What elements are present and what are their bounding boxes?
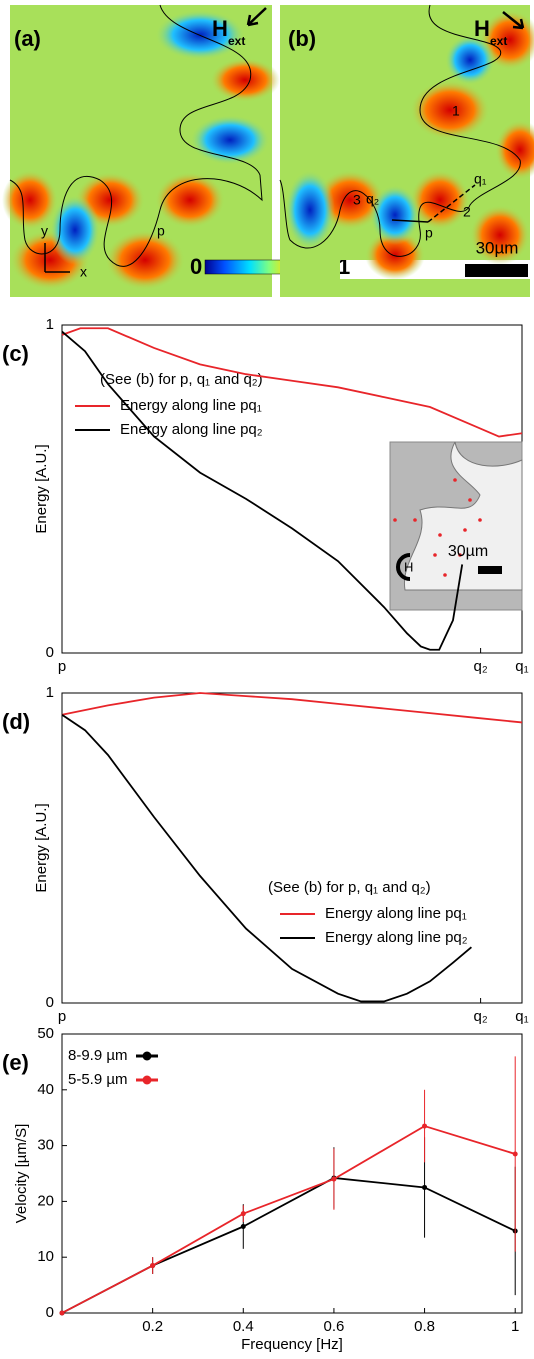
region-label: 3: [353, 192, 361, 208]
field-arrow: [502, 11, 525, 30]
panel-label: (b): [288, 26, 316, 51]
inset-scale-label: 30µm: [448, 543, 488, 560]
legend-label: Energy along line pq₂: [325, 929, 468, 946]
colorbar-max: 1: [338, 254, 350, 279]
inset-rotation: [396, 553, 411, 581]
y-tick-label: 50: [37, 1025, 54, 1042]
axis-y: y: [41, 223, 48, 239]
x-tick-label: q₁: [515, 658, 528, 675]
legend-label: 5-5.9 µm: [68, 1071, 128, 1088]
point: [422, 1184, 428, 1190]
series-line: [61, 1177, 516, 1314]
legend-dot: [142, 1051, 152, 1061]
y-tick-label: 0: [46, 644, 54, 661]
y-axis-label: Energy [A.U.]: [33, 803, 50, 892]
panel-label: (a): [14, 26, 41, 51]
y-tick-label: 1: [46, 316, 54, 333]
inset-dot: [443, 573, 447, 577]
inset-dot: [433, 553, 437, 557]
inset-dot: [413, 518, 417, 522]
field-sub: ext: [228, 34, 245, 48]
legend-title: (See (b) for p, q₁ and q₂): [268, 879, 431, 896]
x-tick-label: q₂: [474, 658, 488, 675]
y-tick-label: 20: [37, 1192, 54, 1209]
series-line: [61, 330, 464, 651]
legend-label: 8-9.9 µm: [68, 1047, 128, 1064]
inset-dot: [438, 533, 442, 537]
point: [240, 1211, 246, 1217]
series-line: [61, 692, 523, 724]
y-tick-label: 10: [37, 1248, 54, 1265]
y-tick-label: 1: [46, 684, 54, 701]
inset-dot: [478, 518, 482, 522]
series-line: [61, 327, 523, 438]
inset-field: H: [404, 559, 413, 574]
axis-x: x: [80, 264, 87, 280]
colorbar-min: 0: [190, 254, 202, 279]
legend-label: Energy along line pq₁: [325, 905, 467, 922]
inset-dot: [463, 528, 467, 532]
x-tick-label: 1: [511, 1318, 519, 1335]
panel-label: (e): [2, 1050, 29, 1075]
inset-shape: [403, 441, 523, 591]
x-tick-label: p: [58, 658, 66, 675]
point-label: q₂: [366, 191, 379, 207]
point: [150, 1263, 156, 1269]
y-axis-label: Energy [A.U.]: [33, 444, 50, 533]
plot-frame: [61, 1033, 523, 1314]
legend-title: (See (b) for p, q₁ and q₂): [100, 371, 263, 388]
y-axis-label: Velocity [µm/S]: [13, 1124, 30, 1224]
point: [331, 1176, 337, 1182]
inset-scale-bar: [478, 566, 502, 574]
series-line: [61, 1125, 516, 1314]
series-line: [61, 713, 472, 1003]
x-tick-label: 0.8: [414, 1318, 435, 1335]
point: [512, 1151, 518, 1157]
panel-a: [2, 4, 334, 297]
y-tick-label: 0: [46, 994, 54, 1011]
x-tick-label: q₁: [515, 1008, 528, 1025]
plot-frame: [61, 692, 523, 1004]
panel-label: (c): [2, 341, 29, 366]
x-tick-label: p: [58, 1008, 66, 1025]
x-tick-label: 0.2: [142, 1318, 163, 1335]
region-label: 1: [452, 103, 460, 119]
point-label: p: [157, 223, 165, 239]
point: [59, 1310, 65, 1316]
point-label: q₁: [474, 171, 487, 187]
inset-dot: [453, 478, 457, 482]
legend-label: Energy along line pq₁: [120, 397, 262, 414]
inset-dot: [468, 498, 472, 502]
y-tick-label: 40: [37, 1081, 54, 1098]
field-arrow: [246, 7, 267, 27]
field-sub: ext: [490, 34, 507, 48]
field-label: H: [212, 16, 228, 41]
y-tick-label: 30: [37, 1137, 54, 1154]
scale-bar-label: 30µm: [476, 238, 519, 257]
point: [422, 1123, 428, 1129]
x-axis-label: Frequency [Hz]: [241, 1336, 343, 1353]
x-tick-label: 0.6: [323, 1318, 344, 1335]
point: [240, 1224, 246, 1230]
inset-dot: [393, 518, 397, 522]
panel-b: [279, 4, 534, 297]
point-label: p: [425, 225, 433, 241]
field-label: H: [474, 16, 490, 41]
legend-dot: [142, 1075, 152, 1085]
legend-label: Energy along line pq₂: [120, 421, 263, 438]
x-tick-label: q₂: [474, 1008, 488, 1025]
x-tick-label: 0.4: [233, 1318, 254, 1335]
region-label: 2: [463, 204, 471, 220]
inset-dot: [458, 553, 462, 557]
y-tick-label: 0: [46, 1304, 54, 1321]
panel-label: (d): [2, 709, 30, 734]
